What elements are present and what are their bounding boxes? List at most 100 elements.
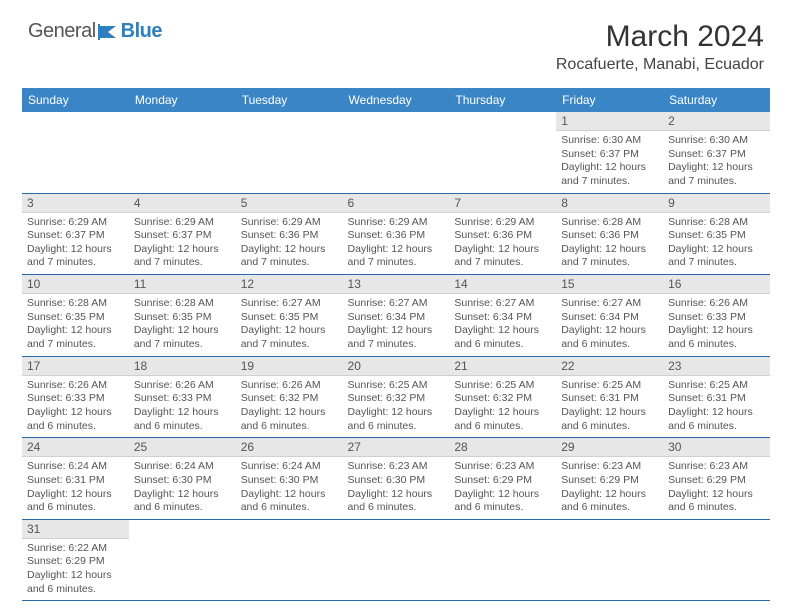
sunrise-line: Sunrise: 6:25 AM <box>561 379 658 393</box>
title-block: March 2024 Rocafuerte, Manabi, Ecuador <box>556 20 764 80</box>
day-number: 23 <box>663 357 770 376</box>
daylight-line: Daylight: 12 hours and 7 minutes. <box>27 243 124 270</box>
calendar-day: 25Sunrise: 6:24 AMSunset: 6:30 PMDayligh… <box>129 438 236 520</box>
day-body: Sunrise: 6:25 AMSunset: 6:31 PMDaylight:… <box>556 376 663 438</box>
day-number: 6 <box>343 194 450 213</box>
day-number: 16 <box>663 275 770 294</box>
day-number: 31 <box>22 520 129 539</box>
sunset-line: Sunset: 6:35 PM <box>241 311 338 325</box>
day-body: Sunrise: 6:26 AMSunset: 6:33 PMDaylight:… <box>129 376 236 438</box>
daylight-line: Daylight: 12 hours and 7 minutes. <box>27 324 124 351</box>
sunset-line: Sunset: 6:35 PM <box>134 311 231 325</box>
daylight-line: Daylight: 12 hours and 7 minutes. <box>134 324 231 351</box>
calendar-day: 21Sunrise: 6:25 AMSunset: 6:32 PMDayligh… <box>449 356 556 438</box>
sunrise-line: Sunrise: 6:28 AM <box>668 216 765 230</box>
sunset-line: Sunset: 6:30 PM <box>241 474 338 488</box>
daylight-line: Daylight: 12 hours and 6 minutes. <box>348 406 445 433</box>
calendar-empty <box>343 519 450 601</box>
calendar-day: 7Sunrise: 6:29 AMSunset: 6:36 PMDaylight… <box>449 193 556 275</box>
calendar-day: 29Sunrise: 6:23 AMSunset: 6:29 PMDayligh… <box>556 438 663 520</box>
day-number: 28 <box>449 438 556 457</box>
calendar-day: 16Sunrise: 6:26 AMSunset: 6:33 PMDayligh… <box>663 275 770 357</box>
calendar-empty <box>343 112 450 193</box>
calendar-day: 17Sunrise: 6:26 AMSunset: 6:33 PMDayligh… <box>22 356 129 438</box>
calendar-row: 17Sunrise: 6:26 AMSunset: 6:33 PMDayligh… <box>22 356 770 438</box>
day-body: Sunrise: 6:24 AMSunset: 6:30 PMDaylight:… <box>236 457 343 519</box>
day-body: Sunrise: 6:27 AMSunset: 6:34 PMDaylight:… <box>449 294 556 356</box>
day-body: Sunrise: 6:24 AMSunset: 6:31 PMDaylight:… <box>22 457 129 519</box>
day-number: 2 <box>663 112 770 131</box>
calendar-day: 13Sunrise: 6:27 AMSunset: 6:34 PMDayligh… <box>343 275 450 357</box>
day-body: Sunrise: 6:26 AMSunset: 6:32 PMDaylight:… <box>236 376 343 438</box>
calendar-table: SundayMondayTuesdayWednesdayThursdayFrid… <box>22 88 770 601</box>
day-number: 25 <box>129 438 236 457</box>
day-body: Sunrise: 6:23 AMSunset: 6:30 PMDaylight:… <box>343 457 450 519</box>
calendar-day: 26Sunrise: 6:24 AMSunset: 6:30 PMDayligh… <box>236 438 343 520</box>
sunset-line: Sunset: 6:37 PM <box>134 229 231 243</box>
daylight-line: Daylight: 12 hours and 6 minutes. <box>668 488 765 515</box>
day-number: 10 <box>22 275 129 294</box>
daylight-line: Daylight: 12 hours and 7 minutes. <box>454 243 551 270</box>
day-body: Sunrise: 6:28 AMSunset: 6:35 PMDaylight:… <box>129 294 236 356</box>
daylight-line: Daylight: 12 hours and 6 minutes. <box>348 488 445 515</box>
sunset-line: Sunset: 6:36 PM <box>241 229 338 243</box>
sunrise-line: Sunrise: 6:29 AM <box>27 216 124 230</box>
daylight-line: Daylight: 12 hours and 6 minutes. <box>454 406 551 433</box>
calendar-day: 2Sunrise: 6:30 AMSunset: 6:37 PMDaylight… <box>663 112 770 193</box>
day-body: Sunrise: 6:29 AMSunset: 6:37 PMDaylight:… <box>129 213 236 275</box>
month-title: March 2024 <box>556 20 764 54</box>
calendar-empty <box>449 112 556 193</box>
sunrise-line: Sunrise: 6:27 AM <box>348 297 445 311</box>
day-number: 1 <box>556 112 663 131</box>
day-body: Sunrise: 6:30 AMSunset: 6:37 PMDaylight:… <box>663 131 770 193</box>
calendar-day: 5Sunrise: 6:29 AMSunset: 6:36 PMDaylight… <box>236 193 343 275</box>
sunset-line: Sunset: 6:34 PM <box>454 311 551 325</box>
day-body: Sunrise: 6:29 AMSunset: 6:36 PMDaylight:… <box>449 213 556 275</box>
sunset-line: Sunset: 6:37 PM <box>561 148 658 162</box>
sunset-line: Sunset: 6:29 PM <box>27 555 124 569</box>
daylight-line: Daylight: 12 hours and 6 minutes. <box>134 488 231 515</box>
calendar-day: 14Sunrise: 6:27 AMSunset: 6:34 PMDayligh… <box>449 275 556 357</box>
sunrise-line: Sunrise: 6:27 AM <box>241 297 338 311</box>
calendar-day: 4Sunrise: 6:29 AMSunset: 6:37 PMDaylight… <box>129 193 236 275</box>
sunrise-line: Sunrise: 6:23 AM <box>348 460 445 474</box>
calendar-empty <box>22 112 129 193</box>
day-number: 17 <box>22 357 129 376</box>
calendar-empty <box>556 519 663 601</box>
sunset-line: Sunset: 6:30 PM <box>348 474 445 488</box>
calendar-day: 27Sunrise: 6:23 AMSunset: 6:30 PMDayligh… <box>343 438 450 520</box>
logo: General Blue <box>28 20 162 43</box>
daylight-line: Daylight: 12 hours and 7 minutes. <box>241 243 338 270</box>
calendar-empty <box>129 112 236 193</box>
daylight-line: Daylight: 12 hours and 7 minutes. <box>668 243 765 270</box>
day-body: Sunrise: 6:27 AMSunset: 6:35 PMDaylight:… <box>236 294 343 356</box>
day-number: 19 <box>236 357 343 376</box>
daylight-line: Daylight: 12 hours and 6 minutes. <box>27 569 124 596</box>
sunrise-line: Sunrise: 6:29 AM <box>454 216 551 230</box>
sunset-line: Sunset: 6:36 PM <box>348 229 445 243</box>
sunset-line: Sunset: 6:33 PM <box>27 392 124 406</box>
sunset-line: Sunset: 6:32 PM <box>348 392 445 406</box>
day-body: Sunrise: 6:30 AMSunset: 6:37 PMDaylight:… <box>556 131 663 193</box>
day-body: Sunrise: 6:22 AMSunset: 6:29 PMDaylight:… <box>22 539 129 601</box>
calendar-empty <box>236 519 343 601</box>
calendar-empty <box>663 519 770 601</box>
calendar-day: 12Sunrise: 6:27 AMSunset: 6:35 PMDayligh… <box>236 275 343 357</box>
daylight-line: Daylight: 12 hours and 6 minutes. <box>241 406 338 433</box>
day-body: Sunrise: 6:24 AMSunset: 6:30 PMDaylight:… <box>129 457 236 519</box>
sunrise-line: Sunrise: 6:23 AM <box>668 460 765 474</box>
calendar-day: 24Sunrise: 6:24 AMSunset: 6:31 PMDayligh… <box>22 438 129 520</box>
daylight-line: Daylight: 12 hours and 6 minutes. <box>27 488 124 515</box>
sunrise-line: Sunrise: 6:26 AM <box>241 379 338 393</box>
weekday-header: Saturday <box>663 88 770 112</box>
sunrise-line: Sunrise: 6:25 AM <box>668 379 765 393</box>
daylight-line: Daylight: 12 hours and 6 minutes. <box>27 406 124 433</box>
weekday-header: Wednesday <box>343 88 450 112</box>
calendar-day: 22Sunrise: 6:25 AMSunset: 6:31 PMDayligh… <box>556 356 663 438</box>
calendar-day: 11Sunrise: 6:28 AMSunset: 6:35 PMDayligh… <box>129 275 236 357</box>
sunset-line: Sunset: 6:29 PM <box>454 474 551 488</box>
calendar-head: SundayMondayTuesdayWednesdayThursdayFrid… <box>22 88 770 112</box>
sunrise-line: Sunrise: 6:22 AM <box>27 542 124 556</box>
day-body: Sunrise: 6:28 AMSunset: 6:36 PMDaylight:… <box>556 213 663 275</box>
sunrise-line: Sunrise: 6:27 AM <box>454 297 551 311</box>
